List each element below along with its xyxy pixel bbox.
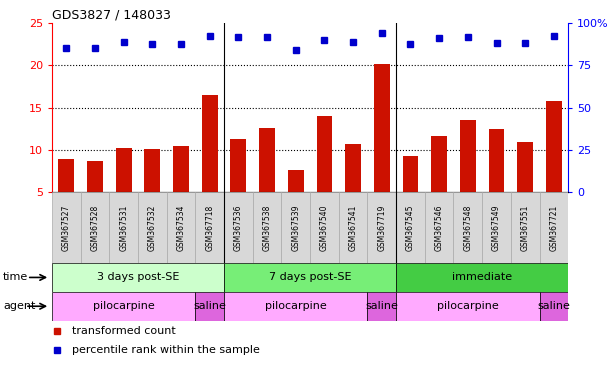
Bar (202, 95, 218, 192)
Text: pilocarpine: pilocarpine (265, 301, 327, 311)
Bar (453, 192, 482, 263)
Bar (460, 120, 476, 192)
Text: GSM367531: GSM367531 (119, 204, 128, 251)
Bar (511, 192, 540, 263)
Bar (396, 292, 540, 321)
Text: GSM367548: GSM367548 (463, 204, 472, 251)
Text: GSM367541: GSM367541 (349, 204, 357, 251)
Text: 3 days post-SE: 3 days post-SE (97, 272, 179, 283)
Text: GSM367527: GSM367527 (62, 204, 71, 251)
Bar (115, 148, 131, 192)
Text: saline: saline (538, 301, 570, 311)
Bar (425, 192, 453, 263)
Text: pilocarpine: pilocarpine (437, 301, 499, 311)
Text: transformed count: transformed count (71, 326, 175, 336)
Bar (196, 292, 224, 321)
Bar (224, 292, 367, 321)
Bar (52, 263, 224, 292)
Text: immediate: immediate (452, 272, 512, 283)
Text: GDS3827 / 148033: GDS3827 / 148033 (52, 9, 171, 22)
Bar (338, 192, 367, 263)
Text: saline: saline (365, 301, 398, 311)
Bar (489, 129, 505, 192)
Bar (167, 192, 196, 263)
Text: GSM367719: GSM367719 (377, 204, 386, 251)
Text: GSM367540: GSM367540 (320, 204, 329, 251)
Bar (482, 192, 511, 263)
Text: GSM367532: GSM367532 (148, 204, 157, 251)
Bar (259, 128, 275, 192)
Text: GSM367545: GSM367545 (406, 204, 415, 251)
Bar (59, 159, 74, 192)
Bar (431, 136, 447, 192)
Text: GSM367528: GSM367528 (90, 204, 100, 251)
Bar (374, 65, 390, 192)
Text: GSM367718: GSM367718 (205, 204, 214, 251)
Text: saline: saline (193, 301, 226, 311)
Bar (546, 101, 562, 192)
Bar (396, 263, 568, 292)
Bar (282, 192, 310, 263)
Bar (87, 161, 103, 192)
Bar (396, 192, 425, 263)
Bar (367, 292, 396, 321)
Bar (316, 116, 332, 192)
Bar (81, 192, 109, 263)
Text: GSM367549: GSM367549 (492, 204, 501, 251)
Bar (224, 192, 253, 263)
Bar (109, 192, 138, 263)
Bar (253, 192, 282, 263)
Bar (138, 192, 167, 263)
Bar (173, 146, 189, 192)
Text: GSM367551: GSM367551 (521, 204, 530, 251)
Bar (52, 192, 81, 263)
Bar (310, 192, 338, 263)
Bar (230, 139, 246, 192)
Text: GSM367534: GSM367534 (177, 204, 186, 251)
Text: GSM367539: GSM367539 (291, 204, 300, 251)
Text: 7 days post-SE: 7 days post-SE (269, 272, 351, 283)
Text: percentile rank within the sample: percentile rank within the sample (71, 345, 260, 355)
Text: GSM367536: GSM367536 (234, 204, 243, 251)
Bar (367, 192, 396, 263)
Bar (540, 192, 568, 263)
Text: pilocarpine: pilocarpine (93, 301, 155, 311)
Bar (288, 170, 304, 192)
Bar (196, 192, 224, 263)
Bar (52, 292, 196, 321)
Bar (540, 292, 568, 321)
Bar (403, 156, 419, 192)
Text: GSM367546: GSM367546 (434, 204, 444, 251)
Bar (345, 144, 361, 192)
Bar (518, 142, 533, 192)
Bar (224, 263, 396, 292)
Bar (144, 149, 160, 192)
Text: agent: agent (3, 301, 35, 311)
Text: time: time (3, 272, 28, 283)
Text: GSM367538: GSM367538 (263, 204, 271, 251)
Text: GSM367721: GSM367721 (549, 204, 558, 251)
